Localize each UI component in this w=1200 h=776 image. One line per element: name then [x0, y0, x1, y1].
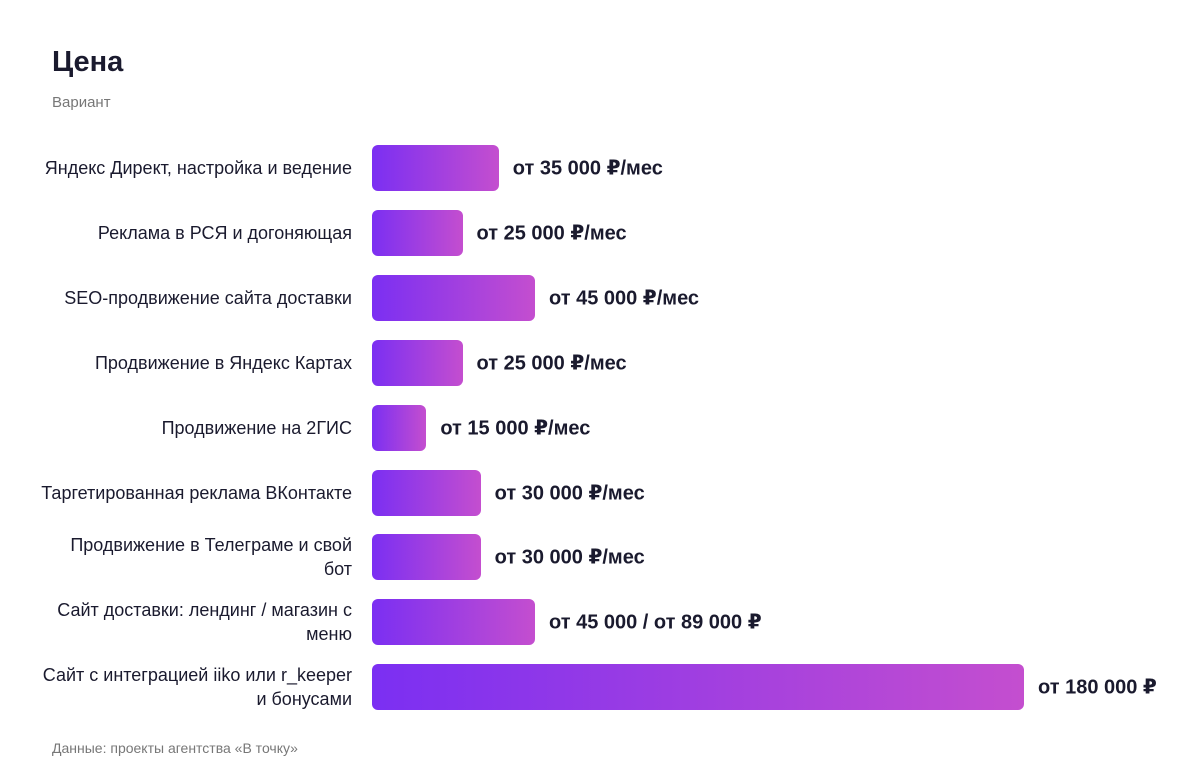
category-label: Таргетированная реклама ВКонтакте [41, 482, 352, 503]
bar [372, 404, 427, 451]
value-label: от 30 000 ₽/мес [494, 546, 645, 569]
chart-title: Цена [52, 46, 124, 78]
bar [372, 274, 535, 321]
bar [372, 145, 499, 191]
value-label: от 25 000 ₽/мес [476, 352, 627, 375]
bar [372, 339, 463, 386]
value-label: от 45 000 ₽/мес [549, 287, 700, 310]
chart-subtitle: Вариант [52, 94, 111, 111]
category-label: Реклама в РСЯ и догоняющая [97, 222, 352, 243]
value-label: от 25 000 ₽/мес [476, 222, 627, 245]
bar [372, 469, 481, 516]
bar [372, 664, 1024, 711]
category-label: Яндекс Директ, настройка и ведение [44, 158, 352, 178]
category-label: Продвижение на 2ГИС [161, 417, 352, 438]
bar [372, 599, 535, 646]
bar [372, 534, 481, 581]
value-label: от 180 000 ₽ [1038, 676, 1157, 699]
value-label: от 35 000 ₽/мес [512, 157, 663, 180]
value-label: от 45 000 / от 89 000 ₽ [549, 611, 762, 634]
category-label: Сайт доставки: лендинг / магазин с меню [57, 600, 352, 645]
value-label: от 15 000 ₽/мес [440, 417, 591, 440]
category-label: Сайт с интеграцией iiko или r_keeper и б… [42, 665, 352, 710]
category-label: Продвижение в Телеграме и свой бот [70, 535, 352, 580]
value-label: от 30 000 ₽/мес [494, 482, 645, 504]
bar [372, 209, 463, 256]
source-note: Данные: проекты агентства «В точку» [52, 740, 298, 756]
category-label: Продвижение в Яндекс Картах [94, 352, 352, 373]
category-label: SEO-продвижение сайта доставки [64, 287, 352, 308]
